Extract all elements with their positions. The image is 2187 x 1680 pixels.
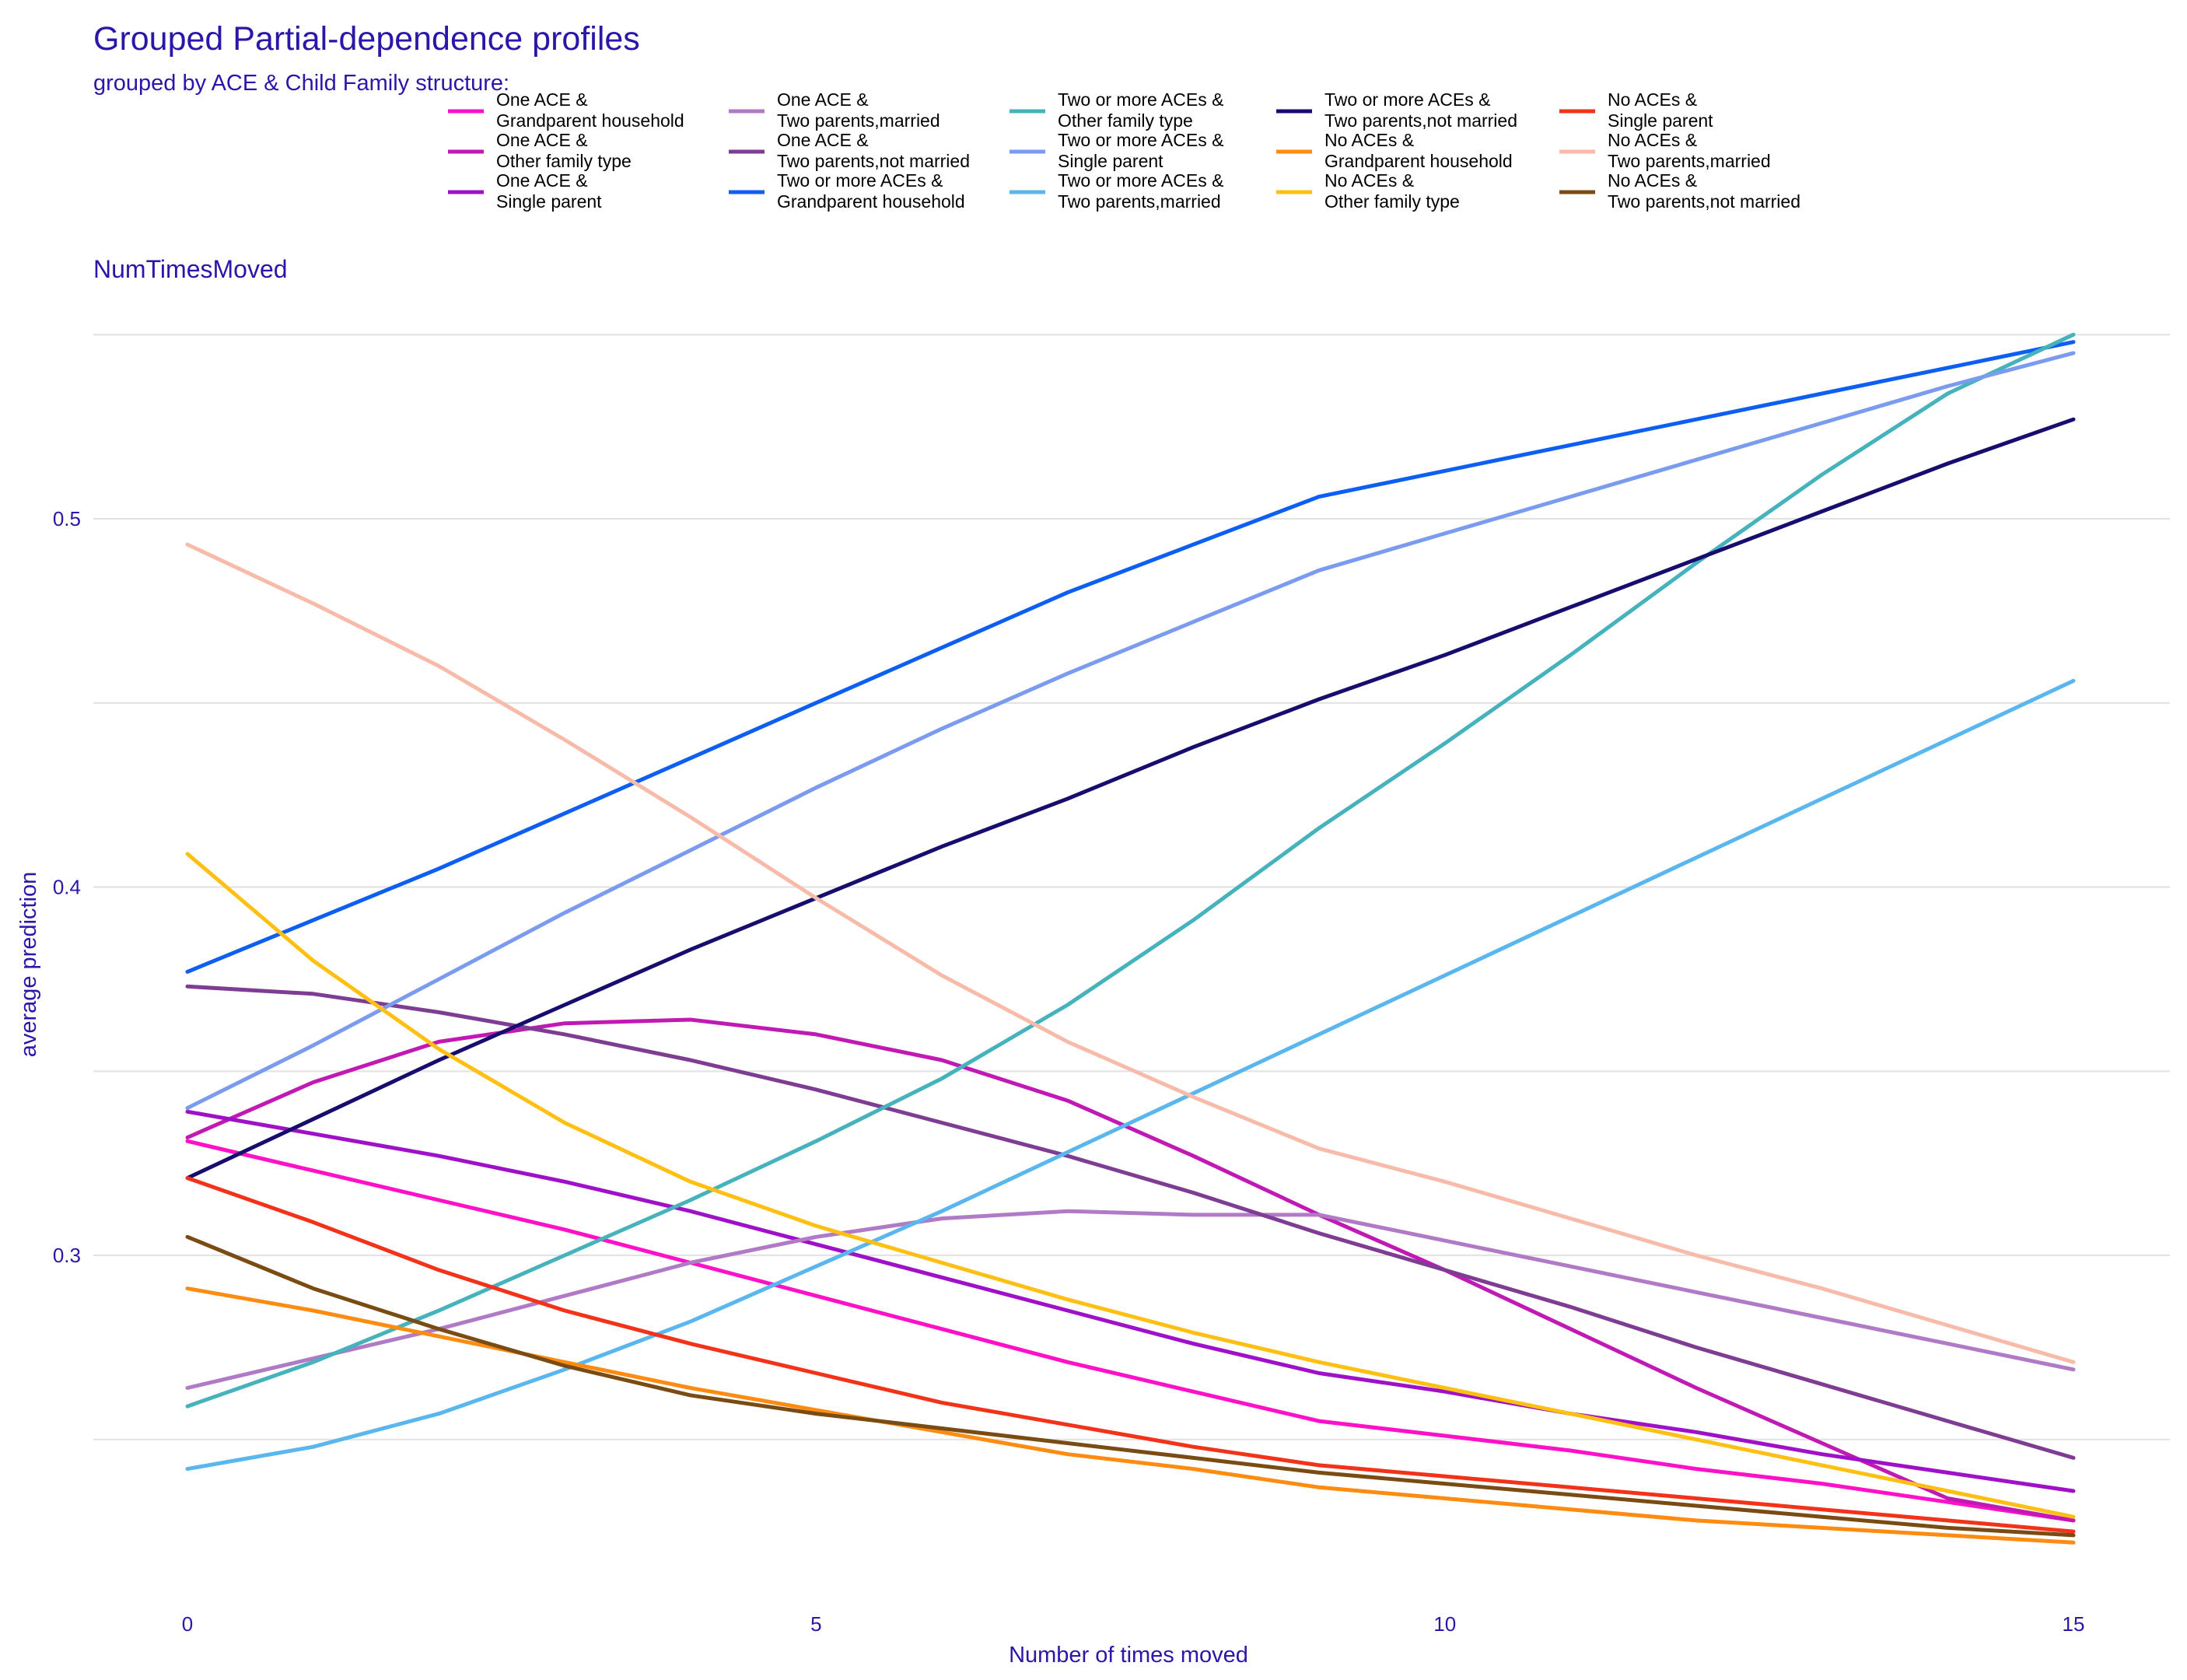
- legend-label-line2: Other family type: [1058, 110, 1193, 131]
- legend-label-line2: Other family type: [1324, 191, 1460, 212]
- panel-label: NumTimesMoved: [93, 255, 288, 283]
- series-line-15: [185, 1234, 2076, 1538]
- legend-item: Two or more ACEs &Single parent: [1010, 130, 1223, 171]
- legend-label-line1: One ACE &: [777, 130, 869, 150]
- legend-label-line1: Two or more ACEs &: [1058, 89, 1223, 110]
- series-line-2: [185, 1017, 2076, 1523]
- series-line-8: [185, 351, 2076, 1111]
- legend-item: No ACEs &Two parents,not married: [1559, 170, 1800, 212]
- y-axis-title: average prediction: [16, 872, 41, 1058]
- legend-label-line1: No ACEs &: [1324, 130, 1414, 150]
- legend-item: No ACEs &Grandparent household: [1276, 130, 1513, 171]
- legend-item: One ACE &Two parents,not married: [729, 130, 970, 171]
- x-tick-label: 15: [2063, 1612, 2085, 1636]
- legend-item: One ACE &Other family type: [448, 130, 632, 171]
- legend-label-line2: Two parents,married: [1058, 191, 1221, 212]
- series-line-5: [185, 984, 2076, 1460]
- legend-label-line2: Two parents,not married: [1324, 110, 1517, 131]
- legend-item: Two or more ACEs &Two parents,not marrie…: [1276, 89, 1517, 131]
- grid: [93, 334, 2170, 1440]
- x-tick-label: 10: [1433, 1612, 1456, 1636]
- series-line-7: [185, 332, 2076, 1409]
- legend-label-line2: Single parent: [496, 191, 602, 212]
- legend-label-line1: Two or more ACEs &: [1324, 89, 1490, 110]
- legend-item: Two or more ACEs &Grandparent household: [729, 170, 965, 212]
- legend-label-line1: One ACE &: [496, 170, 588, 191]
- legend-label-line1: Two or more ACEs &: [1058, 170, 1223, 191]
- legend-label-line1: No ACEs &: [1608, 130, 1697, 150]
- legend-label-line1: Two or more ACEs &: [1058, 130, 1223, 150]
- series-line-4: [185, 1209, 2076, 1390]
- x-axis-title: Number of times moved: [1009, 1643, 1248, 1668]
- legend-label-line2: Grandparent household: [777, 191, 965, 212]
- y-tick-label: 0.5: [53, 507, 81, 530]
- series-line-12: [185, 852, 2076, 1519]
- y-tick-label: 0.3: [53, 1244, 81, 1267]
- legend-label-line1: One ACE &: [777, 89, 869, 110]
- series-line-1: [185, 1139, 2076, 1523]
- legend-label-line2: Two parents,married: [777, 110, 940, 131]
- legend-label-line2: Single parent: [1608, 110, 1713, 131]
- series-line-13: [185, 1176, 2076, 1534]
- legend-label-line1: No ACEs &: [1324, 170, 1414, 191]
- legend-label-line2: Single parent: [1058, 151, 1163, 171]
- series-line-14: [185, 542, 2076, 1364]
- legend-label-line1: Two or more ACEs &: [777, 170, 943, 191]
- legend-item: No ACEs &Two parents,married: [1559, 130, 1771, 171]
- series-line-10: [185, 417, 2076, 1181]
- series-line-6: [185, 340, 2076, 974]
- legend-label-line1: No ACEs &: [1608, 89, 1697, 110]
- legend-label-line1: No ACEs &: [1608, 170, 1697, 191]
- series-line-9: [185, 678, 2076, 1472]
- x-tick-label: 0: [182, 1612, 193, 1636]
- legend-item: One ACE &Grandparent household: [448, 89, 684, 131]
- legend-label-line2: Two parents,not married: [1608, 191, 1800, 212]
- legend-label-line2: Two parents,married: [1608, 151, 1771, 171]
- chart-subtitle: grouped by ACE & Child Family structure:: [93, 71, 509, 96]
- legend-label-line2: Other family type: [496, 151, 632, 171]
- legend-label-line1: One ACE &: [496, 89, 588, 110]
- legend-label-line2: Two parents,not married: [777, 151, 970, 171]
- legend-item: Two or more ACEs &Two parents,married: [1010, 170, 1223, 212]
- legend-item: No ACEs &Other family type: [1276, 170, 1460, 212]
- series-lines: [185, 332, 2076, 1545]
- legend-item: No ACEs &Single parent: [1559, 89, 1713, 131]
- y-axis-ticks: 0.3 0.4 0.5: [53, 507, 81, 1267]
- legend-item: One ACE &Single parent: [448, 170, 602, 212]
- legend-label-line2: Grandparent household: [496, 110, 684, 131]
- legend-item: Two or more ACEs &Other family type: [1010, 89, 1223, 131]
- chart-title: Grouped Partial-dependence profiles: [93, 20, 640, 58]
- series-line-3: [185, 1109, 2076, 1493]
- legend-label-line2: Grandparent household: [1324, 151, 1513, 171]
- x-tick-label: 5: [810, 1612, 821, 1636]
- legend-item: One ACE &Two parents,married: [729, 89, 940, 131]
- legend-label-line1: One ACE &: [496, 130, 588, 150]
- y-tick-label: 0.4: [53, 876, 81, 899]
- x-axis-ticks: 0 5 10 15: [182, 1612, 2085, 1636]
